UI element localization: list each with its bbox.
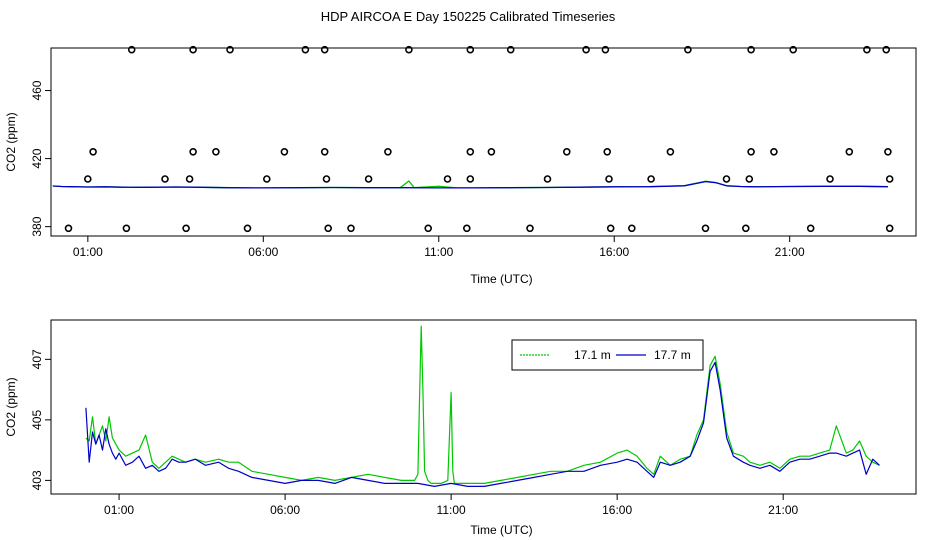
calibration-point [506, 45, 515, 54]
calibration-point [466, 175, 475, 183]
series-line-1 [85, 325, 880, 484]
calibration-point [212, 148, 220, 156]
y-axis-label: CO2 (ppm) [4, 377, 18, 436]
x-axis-label: Time (UTC) [470, 272, 532, 286]
calibration-point [189, 45, 197, 54]
chart-title: HDP AIRCOA E Day 150225 Calibrated Times… [320, 9, 616, 24]
calibration-point [301, 45, 310, 54]
calibration-point [885, 224, 894, 233]
plot-panel-1: 01:00 06:00 11:00 16:00 21:00 380 420 460 Time (… [4, 45, 917, 286]
y-tick-label: 407 [30, 349, 44, 369]
plot-data-1 [52, 180, 888, 189]
calibration-point [320, 45, 329, 54]
calibration-point [863, 45, 871, 54]
calibration-point [722, 175, 731, 183]
calibration-point [789, 45, 798, 54]
calibration-point [487, 148, 496, 156]
calibration-point [226, 45, 234, 54]
plot-panel-2: 01:00 06:00 11:00 16:00 21:00 403 405 407 Time (… [4, 319, 917, 537]
calibration-point [885, 175, 894, 183]
y-tick-label: 420 [30, 148, 44, 168]
x-tick-label: 21:00 [768, 503, 798, 517]
calibration-point [606, 224, 615, 233]
calibration-point [741, 224, 750, 233]
calibration-point [405, 45, 413, 54]
legend-label: 17.1 m [574, 348, 611, 362]
calibration-point [806, 224, 815, 233]
plot-frame [50, 47, 917, 237]
y-axis-label: CO2 (ppm) [4, 112, 18, 171]
calibration-point [882, 45, 891, 54]
calibration-point [182, 224, 190, 233]
calibration-point [601, 45, 610, 54]
legend-box [511, 339, 704, 371]
y-tick-label: 405 [30, 410, 44, 430]
x-tick-label: 11:00 [437, 503, 466, 517]
x-tick-label: 01:00 [104, 503, 134, 517]
calibration-point [543, 175, 552, 183]
calibration-point [747, 148, 755, 156]
calibration-point [603, 148, 612, 156]
legend-label: 17.7 m [654, 348, 691, 362]
calibration-point [185, 175, 194, 183]
y-tick-label: 380 [30, 216, 44, 236]
calibration-point [466, 45, 475, 54]
calibration-point [280, 148, 289, 156]
calibration-point [666, 148, 675, 156]
calibration-point [745, 175, 754, 183]
calibration-point [627, 224, 636, 233]
calibration-point [243, 224, 252, 233]
calibration-point [582, 45, 590, 54]
x-tick-label: 21:00 [775, 245, 805, 259]
x-tick-label: 16:00 [602, 503, 632, 517]
calibration-point [320, 148, 329, 156]
calibration-point [64, 224, 73, 233]
x-tick-label: 06:00 [270, 503, 300, 517]
y-tick-label: 460 [30, 80, 44, 100]
calibration-point [122, 224, 131, 233]
calibration-point [364, 175, 373, 183]
calibration-point [826, 175, 834, 183]
x-tick-label: 11:00 [424, 245, 453, 259]
calibration-point [84, 175, 92, 183]
legend: 17.1 m 17.7 m [511, 339, 704, 371]
calibration-point [384, 148, 392, 156]
y-tick-label: 403 [30, 470, 44, 490]
x-axis-label: Time (UTC) [470, 523, 532, 537]
plot-data-2 [85, 325, 880, 487]
series-line-2 [52, 180, 888, 189]
calibration-point [161, 175, 169, 183]
calibration-point [89, 148, 97, 156]
calibration-point [747, 45, 755, 54]
calibration-point [605, 175, 613, 183]
x-tick-label: 06:00 [248, 245, 278, 259]
x-tick-label: 16:00 [599, 245, 629, 259]
calibration-point [526, 224, 534, 233]
calibration-point [684, 45, 692, 54]
calibration-point [562, 148, 571, 156]
calibration-point [189, 148, 197, 156]
calibration-point [647, 175, 655, 183]
calibration-point [324, 224, 333, 233]
calibration-point [770, 148, 778, 156]
x-tick-label: 01:00 [73, 245, 103, 259]
calibration-point [466, 148, 475, 156]
calibration-point [845, 148, 854, 156]
calibration-point [462, 224, 471, 233]
calibration-point [262, 175, 271, 183]
calibration-point [347, 224, 355, 233]
calibration-point [424, 224, 433, 233]
plot-frame [50, 319, 917, 495]
series-line-2 [85, 361, 880, 487]
calibration-point [443, 175, 452, 183]
calibration-point [322, 175, 331, 183]
calibration-point [701, 224, 710, 233]
calibration-point [884, 148, 892, 156]
calibration-point [127, 45, 136, 54]
